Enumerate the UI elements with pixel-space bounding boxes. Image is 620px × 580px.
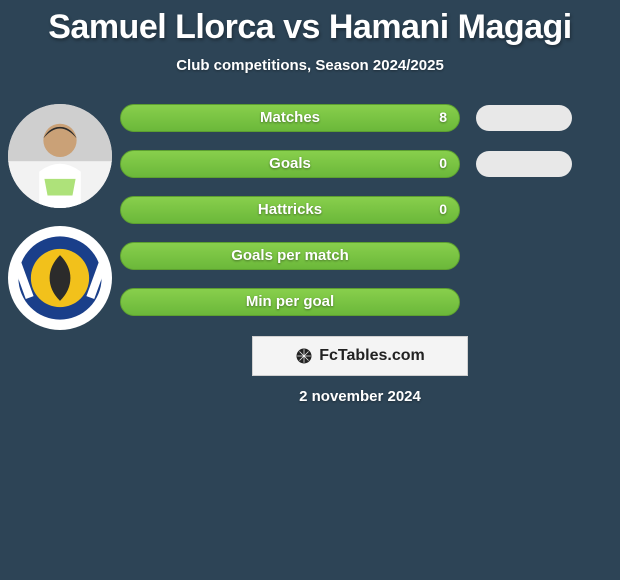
stat-row: Min per goal (120, 288, 600, 316)
stat-bar: Min per goal (120, 288, 460, 316)
brand-label: FcTables.com (319, 347, 425, 365)
stat-bar: Hattricks 0 (120, 196, 460, 224)
stat-pill-b (476, 151, 572, 177)
stat-value-a: 8 (439, 109, 447, 125)
stat-row: Matches 8 (120, 104, 600, 132)
player-b-avatar (8, 226, 112, 330)
player-a-avatar (8, 104, 112, 208)
stat-label: Min per goal (246, 293, 334, 310)
page-title: Samuel Llorca vs Hamani Magagi (0, 0, 620, 47)
stat-pill-b (476, 105, 572, 131)
comparison-infographic: Samuel Llorca vs Hamani Magagi Club comp… (0, 0, 620, 580)
fctables-logo-icon (295, 347, 313, 365)
stat-row: Hattricks 0 (120, 196, 600, 224)
stat-label: Matches (260, 109, 320, 126)
player-photo-icon (8, 104, 112, 208)
stat-bar: Goals 0 (120, 150, 460, 178)
content-area: Matches 8 Goals 0 Hattricks 0 (0, 104, 620, 405)
subtitle: Club competitions, Season 2024/2025 (0, 57, 620, 74)
stat-value-a: 0 (439, 201, 447, 217)
stat-rows: Matches 8 Goals 0 Hattricks 0 (120, 104, 600, 316)
stat-value-a: 0 (439, 155, 447, 171)
stat-label: Hattricks (258, 201, 322, 218)
stat-bar: Goals per match (120, 242, 460, 270)
stat-label: Goals (269, 155, 311, 172)
date-label: 2 november 2024 (120, 388, 600, 405)
stat-row: Goals 0 (120, 150, 600, 178)
club-crest-icon (8, 226, 112, 330)
stat-bar: Matches 8 (120, 104, 460, 132)
stat-row: Goals per match (120, 242, 600, 270)
stat-label: Goals per match (231, 247, 349, 264)
brand-card[interactable]: FcTables.com (252, 336, 468, 376)
avatars-column (8, 104, 118, 348)
